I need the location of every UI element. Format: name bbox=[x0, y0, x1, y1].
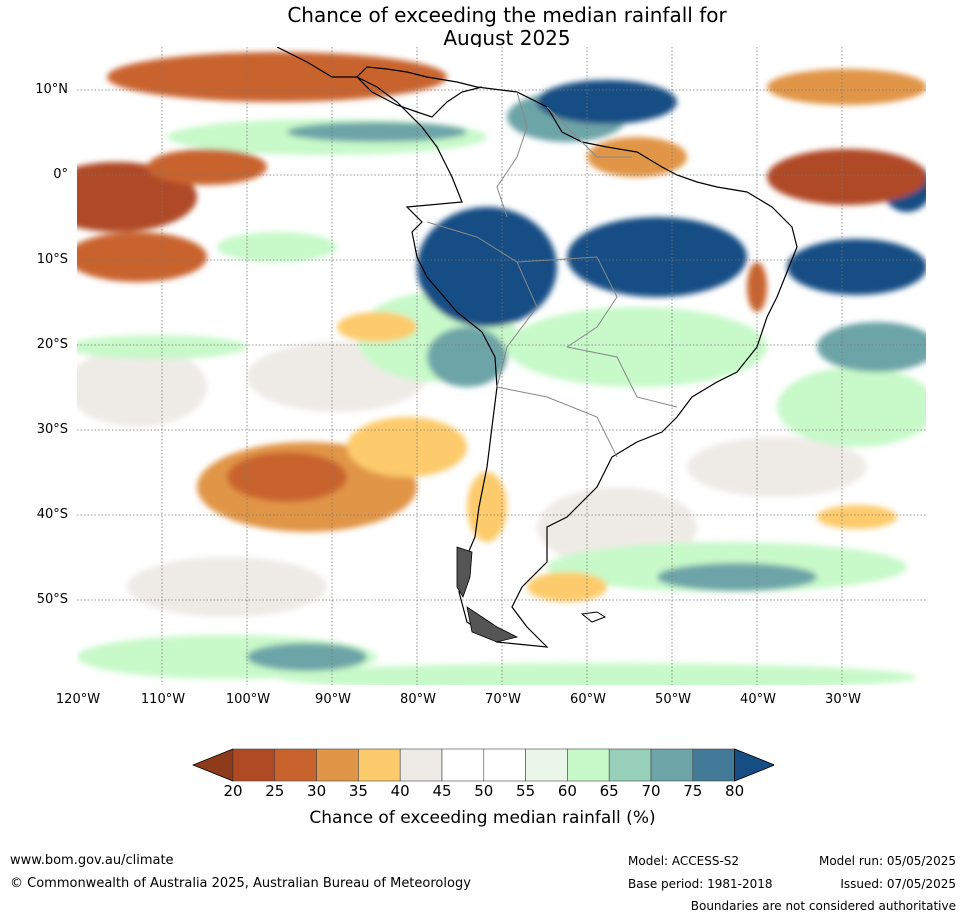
colorbar-cell bbox=[692, 748, 735, 782]
colorbar-tick-label: 50 bbox=[474, 782, 494, 800]
lon-label-90w: 90°W bbox=[315, 692, 351, 707]
colorbar-tick-label: 70 bbox=[641, 782, 661, 800]
footer-disclaimer: Boundaries are not considered authoritat… bbox=[690, 899, 956, 913]
colorbar-cell bbox=[608, 748, 652, 782]
lon-label-80w: 80°W bbox=[400, 692, 436, 707]
map-title-line2: August 2025 bbox=[443, 26, 571, 50]
map-title: Chance of exceeding the median rainfall … bbox=[0, 4, 965, 50]
lat-label-50s: 50°S bbox=[36, 592, 68, 607]
lon-label-50w: 50°W bbox=[655, 692, 691, 707]
country-borders bbox=[426, 91, 678, 458]
lon-label-30w: 30°W bbox=[825, 692, 861, 707]
lon-label-40w: 40°W bbox=[740, 692, 776, 707]
graticule bbox=[77, 47, 926, 685]
colorbar-cell bbox=[232, 748, 276, 782]
footer-website: www.bom.gov.au/climate bbox=[10, 853, 174, 868]
colorbar-tick-label: 45 bbox=[432, 782, 452, 800]
patagonia-islands bbox=[456, 546, 519, 643]
footer-model-run: Model run: 05/05/2025 bbox=[818, 854, 956, 868]
colorbar-tick-label: 75 bbox=[683, 782, 703, 800]
footer-base-period: Base period: 1981-2018 bbox=[628, 877, 773, 891]
lon-label-100w: 100°W bbox=[225, 692, 271, 707]
colorbar bbox=[192, 748, 774, 782]
colorbar-cell bbox=[274, 748, 317, 782]
lat-label-30s: 30°S bbox=[36, 422, 68, 437]
lon-label-110w: 110°W bbox=[140, 692, 186, 707]
colorbar-title: Chance of exceeding median rainfall (%) bbox=[309, 808, 656, 828]
colorbar-tick-label: 60 bbox=[557, 782, 577, 800]
colorbar-cell bbox=[650, 748, 694, 782]
south-america-coastline bbox=[355, 66, 798, 648]
lat-label-20s: 20°S bbox=[36, 337, 68, 352]
colorbar-tick-label: 35 bbox=[348, 782, 368, 800]
central-america-coastline bbox=[276, 47, 483, 118]
colorbar-tick-label: 65 bbox=[599, 782, 619, 800]
colorbar-cell bbox=[483, 748, 526, 782]
probability-field bbox=[77, 52, 926, 685]
lon-label-120w: 120°W bbox=[55, 692, 101, 707]
falkland-islands bbox=[580, 611, 607, 623]
map-title-line1: Chance of exceeding the median rainfall … bbox=[287, 3, 727, 27]
colorbar-cell bbox=[399, 748, 443, 782]
lon-label-70w: 70°W bbox=[485, 692, 521, 707]
lon-label-60w: 60°W bbox=[570, 692, 606, 707]
lat-label-10n: 10°N bbox=[35, 82, 68, 97]
colorbar-cell bbox=[316, 748, 359, 782]
lat-label-10s: 10°S bbox=[36, 252, 68, 267]
rainfall-map bbox=[77, 47, 926, 685]
footer-issued: Issued: 07/05/2025 bbox=[840, 877, 956, 891]
colorbar-tick-label: 25 bbox=[265, 782, 285, 800]
lat-label-40s: 40°S bbox=[36, 507, 68, 522]
colorbar-extend-low bbox=[192, 748, 234, 782]
colorbar-extend-high bbox=[734, 748, 774, 782]
colorbar-tick-label: 20 bbox=[223, 782, 243, 800]
rainfall-map-svg bbox=[77, 47, 926, 685]
colorbar-tick-label: 80 bbox=[725, 782, 745, 800]
colorbar-cell bbox=[525, 748, 568, 782]
colorbar-tick-label: 30 bbox=[307, 782, 327, 800]
colorbar-cell bbox=[358, 748, 401, 782]
colorbar-cells bbox=[192, 748, 774, 782]
footer-model: Model: ACCESS-S2 bbox=[628, 854, 740, 868]
colorbar-tick-label: 55 bbox=[516, 782, 536, 800]
colorbar-cell bbox=[441, 748, 485, 782]
colorbar-tick-label: 40 bbox=[390, 782, 410, 800]
lat-label-0: 0° bbox=[53, 167, 68, 182]
footer-copyright: © Commonwealth of Australia 2025, Austra… bbox=[10, 876, 471, 891]
colorbar-cell bbox=[567, 748, 610, 782]
